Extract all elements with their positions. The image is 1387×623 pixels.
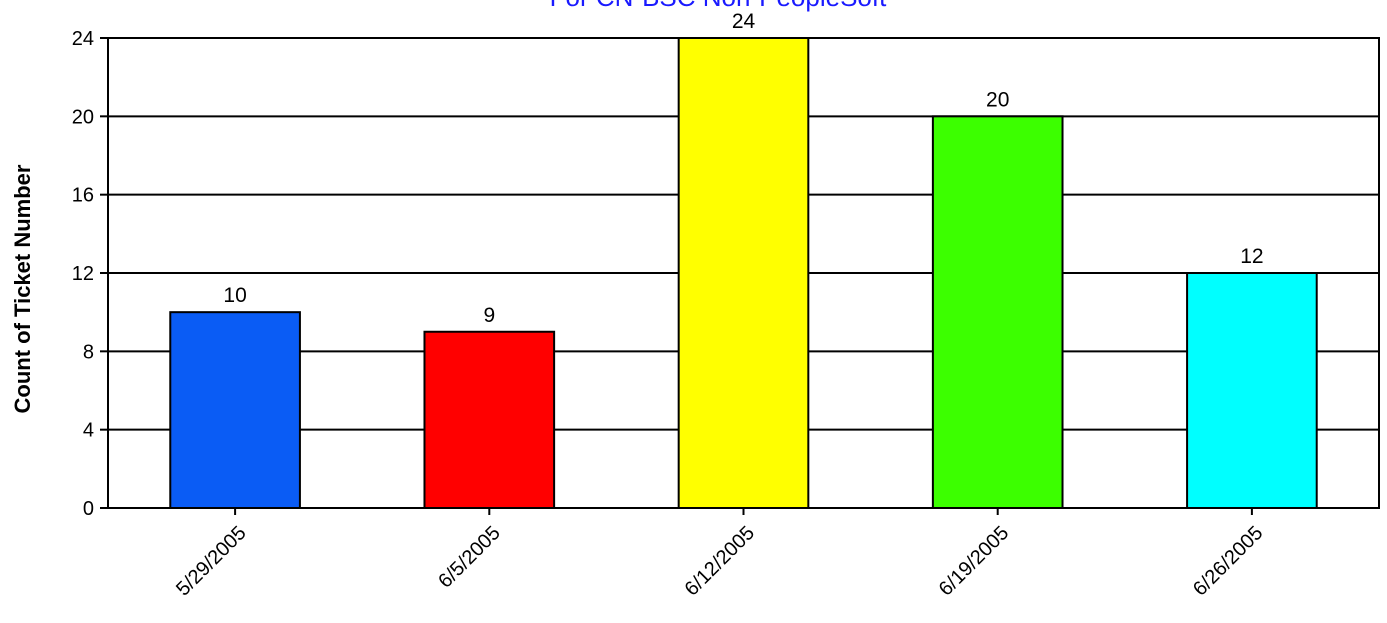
- y-axis-label: Count of Ticket Number: [10, 164, 35, 413]
- x-tick-label: 6/19/2005: [935, 522, 1013, 600]
- bar-value-label: 20: [986, 88, 1009, 111]
- y-tick-label: 20: [72, 106, 94, 128]
- bar: [169, 311, 301, 509]
- bar: [931, 115, 1064, 509]
- bar-value-label: 10: [223, 284, 246, 307]
- x-tick-label: 5/29/2005: [172, 522, 250, 600]
- bar: [423, 330, 556, 509]
- y-tick-label: 16: [72, 185, 94, 207]
- y-tick-label: 24: [72, 28, 94, 50]
- bar: [1186, 272, 1318, 509]
- chart-title: For CN-BSC Non-PeopleSoft: [550, 0, 887, 12]
- bar-value-label: 24: [732, 10, 756, 33]
- bar-value-label: 12: [1240, 245, 1263, 268]
- x-tick-label: 6/5/2005: [434, 522, 505, 593]
- y-axis-ticks: 0 4 8 12 16 20 24: [72, 28, 108, 520]
- y-tick-label: 8: [83, 341, 94, 363]
- y-tick-label: 12: [72, 263, 94, 285]
- data-labels: 10 9 24 20 12: [223, 10, 1263, 327]
- x-axis-ticks: 5/29/2005 6/5/2005 6/12/2005 6/19/2005 6/26/…: [172, 508, 1267, 600]
- bar: [677, 37, 810, 509]
- x-tick-label: 6/26/2005: [1189, 522, 1267, 600]
- y-tick-label: 0: [83, 498, 94, 520]
- x-tick-label: 6/12/2005: [681, 522, 759, 600]
- y-tick-label: 4: [83, 420, 94, 442]
- bar-value-label: 9: [483, 304, 495, 327]
- bars: [169, 37, 1318, 509]
